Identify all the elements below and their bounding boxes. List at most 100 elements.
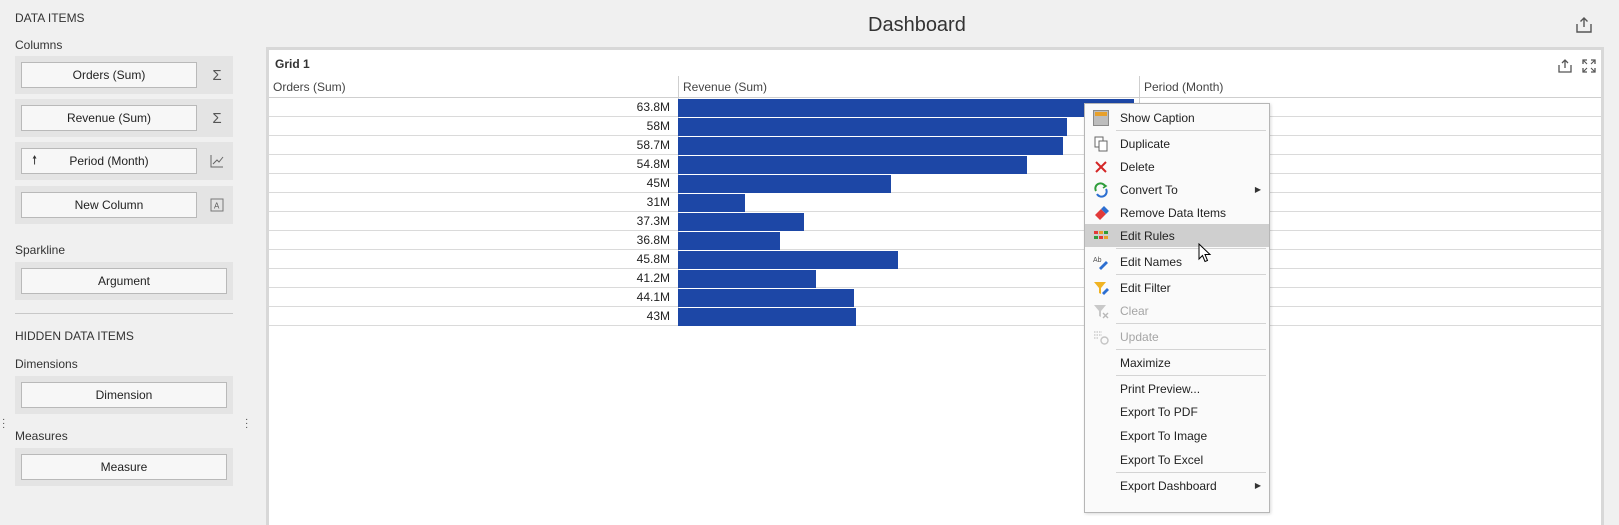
columns-title: Columns [15, 38, 63, 52]
table-row[interactable]: 58.7M [269, 136, 1601, 155]
menu-item-duplicate[interactable]: Duplicate [1085, 132, 1269, 155]
menu-item-export-excel[interactable]: Export To Excel [1120, 452, 1204, 467]
orders-cell: 43M [646, 309, 670, 323]
text-type-icon[interactable]: A [207, 195, 227, 215]
menu-item-edit-names[interactable]: Ab Edit Names [1093, 254, 1183, 270]
menu-item-show-caption[interactable]: Show Caption [1085, 106, 1269, 129]
sigma-icon[interactable]: Σ [212, 109, 222, 127]
table-row[interactable]: 58M [269, 117, 1601, 136]
mouse-cursor-icon [1198, 242, 1212, 266]
menu-item-export-dashboard[interactable]: Export Dashboard ▶ [1120, 478, 1261, 493]
menu-separator [1116, 349, 1266, 350]
column-header-orders[interactable]: Orders (Sum) [269, 76, 678, 98]
column-header-revenue[interactable]: Revenue (Sum) [678, 76, 1139, 98]
sparkline-slot: Argument [15, 262, 233, 300]
rules-icon [1093, 228, 1109, 244]
column-header-period[interactable]: Period (Month) [1139, 76, 1601, 98]
dimension-slot: Dimension [15, 376, 233, 414]
orders-cell: 36.8M [636, 233, 670, 247]
grid-caption: Grid 1 [275, 57, 310, 71]
menu-item-export-image[interactable]: Export To Image [1120, 428, 1208, 443]
menu-item-convert-to[interactable]: Convert To ▶ [1085, 178, 1269, 201]
dashboard-title: Dashboard [868, 14, 966, 36]
menu-item-export-pdf[interactable]: Export To PDF [1120, 404, 1198, 419]
menu-item-update[interactable]: Update [1085, 325, 1269, 348]
menu-separator [1116, 274, 1266, 275]
revenue-bar [678, 270, 816, 288]
revenue-bar [678, 175, 891, 193]
revenue-bar [678, 137, 1063, 155]
revenue-bar [678, 99, 1134, 117]
column-slot-new: New Column A [15, 186, 233, 224]
dimension-placeholder[interactable]: Dimension [21, 382, 227, 408]
menu-item-print-preview[interactable]: Print Preview... [1120, 381, 1201, 396]
column-slot-period: 🠕 Period (Month) [15, 142, 233, 180]
context-menu: Show Caption Duplicate Delete Convert To… [1084, 103, 1270, 513]
table-row[interactable]: 31M [269, 193, 1601, 212]
orders-cell: 41.2M [636, 271, 670, 285]
revenue-bar [678, 289, 854, 307]
new-column-button[interactable]: New Column [21, 192, 197, 218]
sparkline-title: Sparkline [15, 243, 66, 257]
revenue-bar [678, 194, 745, 212]
data-items-title: DATA ITEMS [15, 11, 85, 25]
update-icon [1093, 329, 1109, 345]
data-items-panel: DATA ITEMS Columns Orders (Sum) Σ Revenu… [0, 0, 248, 525]
orders-cell: 58.7M [636, 138, 670, 152]
svg-text:A: A [214, 202, 220, 211]
sigma-icon[interactable]: Σ [212, 66, 222, 84]
menu-item-remove-data-items[interactable]: Remove Data Items [1085, 201, 1269, 224]
measure-slot: Measure [15, 448, 233, 486]
eraser-icon [1093, 205, 1109, 221]
menu-item-maximize[interactable]: Maximize [1120, 355, 1171, 370]
delete-icon [1093, 159, 1109, 175]
duplicate-icon [1093, 136, 1109, 152]
export-icon[interactable] [1575, 16, 1593, 34]
submenu-arrow-icon: ▶ [1254, 481, 1261, 490]
menu-separator [1116, 248, 1266, 249]
menu-item-edit-rules[interactable]: Edit Rules [1085, 224, 1269, 247]
grid-body: 63.8M 58M 58.7M 54.8M 45M 31M 37.3M 36.8M 45.8M 4… [269, 98, 1601, 326]
export-icon[interactable] [1557, 58, 1573, 74]
sparkline-type-icon[interactable] [207, 151, 227, 171]
menu-separator [1116, 130, 1266, 131]
hidden-data-items-title: HIDDEN DATA ITEMS [15, 329, 134, 343]
table-row[interactable]: 45M [269, 174, 1601, 193]
grid-item[interactable]: Grid 1 Orders (Sum) Revenue (Sum) Period… [266, 47, 1604, 525]
table-row[interactable]: 43M [269, 307, 1601, 326]
menu-separator [1116, 472, 1266, 473]
column-item-orders[interactable]: Orders (Sum) [21, 62, 197, 88]
table-row[interactable]: 45.8M [269, 250, 1601, 269]
column-item-period-label: Period (Month) [69, 154, 149, 168]
sort-ascending-icon: 🠕 [32, 152, 38, 167]
table-row[interactable]: 41.2M [269, 269, 1601, 288]
table-row[interactable]: 54.8M [269, 155, 1601, 174]
table-row[interactable]: 36.8M [269, 231, 1601, 250]
orders-cell: 45M [646, 176, 670, 190]
menu-item-clear[interactable]: Clear [1085, 299, 1269, 322]
orders-cell: 63.8M [636, 100, 670, 114]
menu-item-edit-filter[interactable]: Edit Filter [1085, 276, 1269, 299]
panel-divider [15, 313, 233, 314]
menu-item-delete[interactable]: Delete [1085, 155, 1269, 178]
table-row[interactable]: 37.3M [269, 212, 1601, 231]
measure-placeholder[interactable]: Measure [21, 454, 227, 480]
table-row[interactable]: 63.8M [269, 98, 1601, 117]
menu-separator [1116, 323, 1266, 324]
orders-cell: 45.8M [636, 252, 670, 266]
argument-placeholder[interactable]: Argument [21, 268, 227, 294]
maximize-icon[interactable] [1581, 58, 1597, 74]
revenue-bar [678, 308, 856, 326]
splitter-grip-icon[interactable]: · · · [2, 414, 6, 433]
column-item-period[interactable]: 🠕 Period (Month) [21, 148, 197, 174]
orders-cell: 54.8M [636, 157, 670, 171]
table-row[interactable]: 44.1M [269, 288, 1601, 307]
rename-icon: Ab [1093, 254, 1109, 270]
column-item-revenue[interactable]: Revenue (Sum) [21, 105, 197, 131]
column-slot-revenue: Revenue (Sum) Σ [15, 99, 233, 137]
svg-text:Ab: Ab [1093, 257, 1102, 264]
splitter-grip-icon[interactable]: · · · [245, 414, 249, 433]
convert-icon [1093, 181, 1109, 198]
dimensions-title: Dimensions [15, 357, 78, 371]
